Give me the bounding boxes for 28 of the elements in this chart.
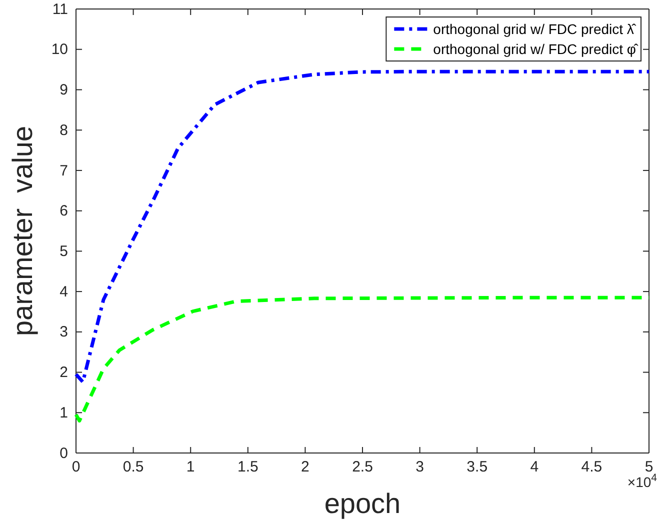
- y-tick-label: 0: [60, 444, 68, 462]
- x-tick-label: 0.5: [122, 458, 144, 476]
- x-tick-label: 3: [416, 458, 424, 476]
- x-tick-label: 1: [186, 458, 195, 476]
- y-tick-label: 6: [60, 202, 68, 220]
- y-tick-label: 2: [60, 364, 68, 382]
- x-tick-label: 4.5: [581, 458, 602, 476]
- y-tick-label: 10: [51, 41, 68, 58]
- y-tick-label: 1: [60, 404, 68, 422]
- y-axis-title: parameter value: [7, 126, 38, 336]
- x-tick-label: 1.5: [237, 458, 258, 476]
- y-tick-label: 7: [60, 162, 68, 180]
- y-tick-label: 3: [60, 324, 68, 341]
- y-tick-label: 9: [60, 82, 68, 99]
- line-series: [74, 70, 651, 384]
- x-tick-label: 2.5: [352, 458, 373, 476]
- y-tick-label: 5: [60, 242, 68, 260]
- x-tick-label: 2: [301, 458, 310, 476]
- y-tick-label: 8: [60, 122, 68, 139]
- legend-label: orthogonal grid w/ FDC predict φ̂: [433, 41, 639, 57]
- x-tick-label: 4: [530, 458, 539, 476]
- x-tick-label: 3.5: [466, 458, 488, 476]
- x-axis-title: epoch: [324, 488, 401, 519]
- line-series: [74, 296, 651, 422]
- legend-label: orthogonal grid w/ FDC predict λ̂: [433, 21, 637, 37]
- y-tick-label: 4: [60, 283, 68, 300]
- y-tick-label: 11: [52, 0, 68, 18]
- x-tick-label: 0: [72, 458, 80, 476]
